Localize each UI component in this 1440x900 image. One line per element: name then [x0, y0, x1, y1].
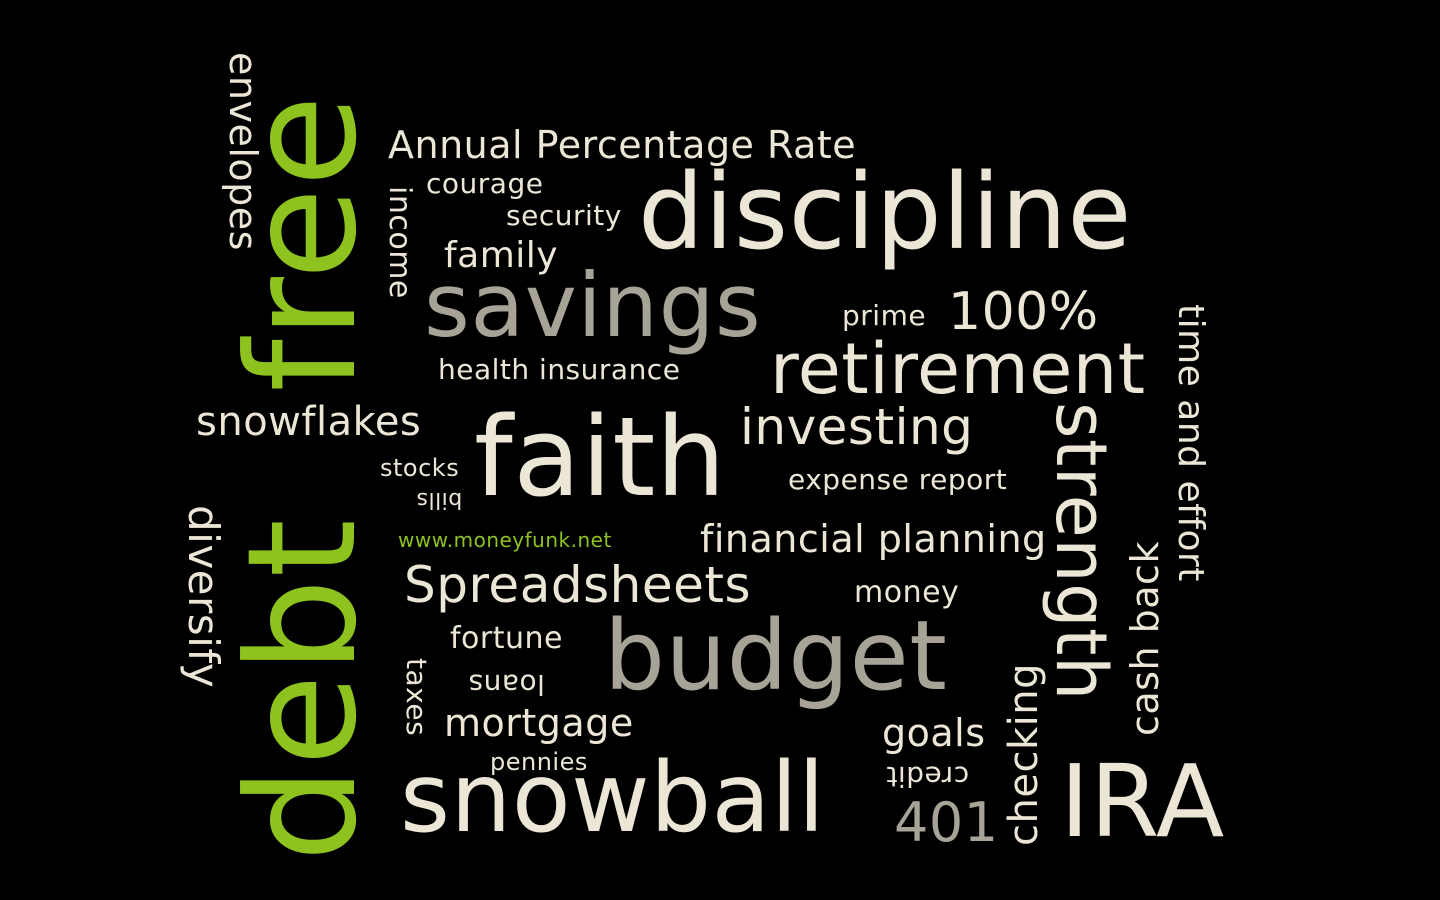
word-expense-report: expense report	[788, 463, 1008, 496]
word-taxes: taxes	[400, 658, 433, 737]
word-prime: prime	[842, 299, 927, 332]
word-401: 401	[894, 791, 999, 854]
word-annual-percentage-rate: Annual Percentage Rate	[388, 123, 857, 167]
word-snowball: snowball	[400, 742, 826, 854]
word-discipline: discipline	[638, 151, 1132, 273]
word-family: family	[444, 235, 559, 276]
word-budget: budget	[604, 600, 948, 712]
word-health-insurance: health insurance	[438, 353, 681, 386]
word-security: security	[506, 199, 622, 232]
word-financial-planning: financial planning	[700, 517, 1047, 561]
word-debt: debt	[216, 518, 390, 862]
word-diversify: diversify	[179, 505, 228, 689]
word-loans: loans	[468, 668, 545, 701]
word-website: www.moneyfunk.net	[398, 528, 612, 552]
word-goals: goals	[882, 711, 986, 755]
word-courage: courage	[426, 167, 544, 200]
word-bills: bills	[416, 487, 463, 512]
word-ira: IRA	[1060, 743, 1225, 860]
word-stocks: stocks	[380, 454, 460, 482]
word-envelopes: envelopes	[221, 52, 265, 251]
word-time-and-effort: time and effort	[1170, 304, 1211, 582]
word-spreadsheets: Spreadsheets	[404, 556, 751, 614]
word-retirement: retirement	[770, 328, 1146, 410]
word-credit: credit	[886, 760, 970, 793]
word-strength: strength	[1040, 402, 1122, 701]
word-mortgage: mortgage	[444, 701, 634, 745]
word-income: income	[382, 186, 417, 299]
word-investing: investing	[740, 398, 974, 456]
word-cash-back: cash back	[1123, 541, 1167, 736]
word-savings: savings	[424, 254, 762, 357]
word-pennies: pennies	[490, 748, 588, 776]
word-faith: faith	[474, 393, 727, 521]
word-snowflakes: snowflakes	[196, 399, 422, 445]
word-100-percent: 100%	[948, 282, 1099, 342]
word-money: money	[854, 575, 960, 610]
word-checking: checking	[1001, 663, 1047, 846]
word-fortune: fortune	[450, 621, 563, 656]
